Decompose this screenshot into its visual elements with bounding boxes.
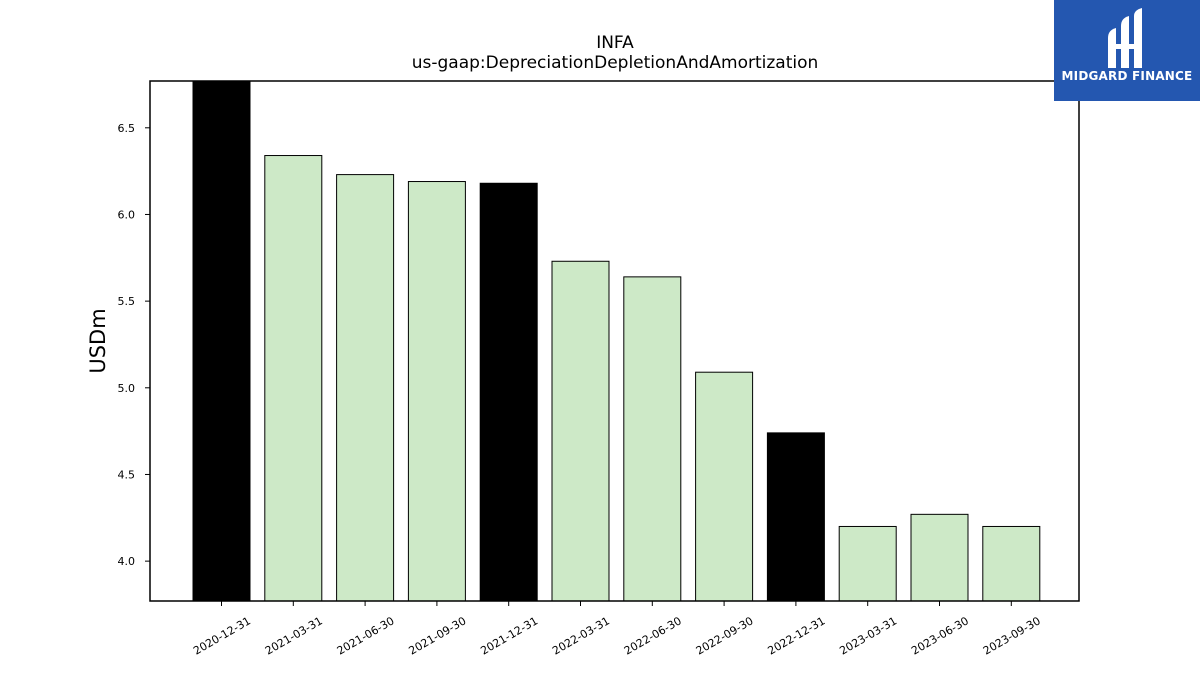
x-tick-label: 2022-12-31 — [766, 614, 828, 657]
x-tick-label: 2020-12-31 — [191, 614, 253, 657]
bar-2022-03-31 — [551, 260, 610, 602]
y-tick-label: 6.0 — [118, 208, 136, 221]
x-tick-label: 2023-03-31 — [837, 614, 899, 657]
x-tick-label: 2023-09-30 — [981, 614, 1043, 657]
x-tick-label: 2021-09-30 — [407, 614, 469, 657]
bar-2022-06-30 — [623, 276, 682, 602]
logo-mark-icon — [1108, 8, 1142, 68]
bar-2021-12-31 — [479, 182, 538, 602]
bar-2021-09-30 — [407, 181, 466, 602]
y-axis-label: USDm — [86, 308, 110, 373]
bar-2023-09-30 — [982, 525, 1041, 602]
bar-2021-06-30 — [336, 174, 395, 602]
x-tick-label: 2021-12-31 — [478, 614, 540, 657]
bar-2023-03-31 — [838, 525, 897, 602]
chart-subtitle: us-gaap:DepreciationDepletionAndAmortiza… — [412, 53, 819, 73]
brand-logo: MIDGARD FINANCE — [1054, 0, 1200, 101]
y-tick-label: 5.0 — [118, 382, 136, 395]
x-tick-label: 2022-03-31 — [550, 614, 612, 657]
x-tick-label: 2022-09-30 — [694, 614, 756, 657]
x-tick-label: 2021-03-31 — [263, 614, 325, 657]
y-tick-label: 6.5 — [118, 122, 136, 135]
bars-group — [192, 80, 1041, 602]
x-tick-label: 2023-06-30 — [909, 614, 971, 657]
x-tick-label: 2022-06-30 — [622, 614, 684, 657]
logo-text: MIDGARD FINANCE — [1061, 69, 1193, 83]
y-axis-ticks: 4.0 4.5 5.0 5.5 6.0 6.5 — [118, 122, 150, 568]
bar-2021-03-31 — [264, 155, 323, 602]
x-tick-label: 2021-06-30 — [335, 614, 397, 657]
bar-2022-09-30 — [695, 371, 754, 602]
bar-2020-12-31 — [192, 80, 251, 602]
chart-title: INFA — [596, 33, 634, 53]
y-tick-label: 5.5 — [118, 295, 136, 308]
y-tick-label: 4.5 — [118, 468, 136, 481]
bar-2022-12-31 — [766, 432, 825, 602]
x-axis-ticks: 2020-12-31 2021-03-31 2021-06-30 2021-09-30… — [191, 601, 1043, 658]
y-tick-label: 4.0 — [118, 555, 136, 568]
plot-frame — [149, 80, 1080, 602]
bar-2023-06-30 — [910, 513, 969, 602]
